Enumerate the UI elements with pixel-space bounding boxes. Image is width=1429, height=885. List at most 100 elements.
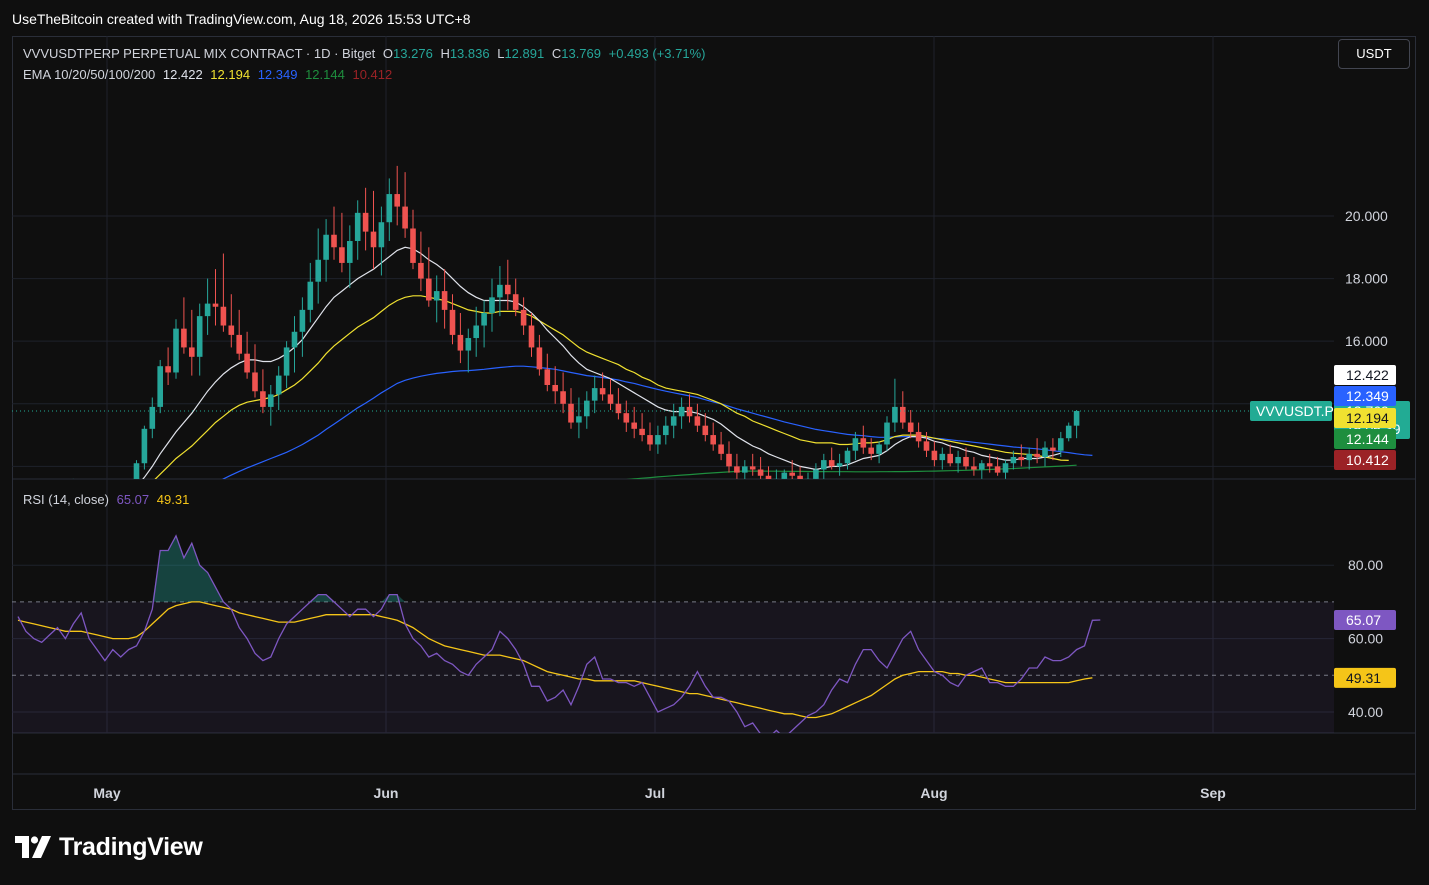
candle bbox=[955, 450, 961, 473]
candle-body bbox=[165, 366, 171, 373]
candle-body bbox=[212, 303, 219, 307]
candle-body bbox=[157, 366, 163, 407]
rsi-tick-label: 60.00 bbox=[1348, 631, 1383, 647]
rsi-pane bbox=[12, 534, 1334, 733]
candle bbox=[307, 262, 314, 323]
candle bbox=[773, 469, 780, 479]
candle-body bbox=[994, 466, 1001, 473]
ema10-badge: 12.422 bbox=[1334, 365, 1396, 385]
candle bbox=[433, 275, 440, 323]
candle bbox=[876, 441, 882, 464]
chart-canvas[interactable]: 20.00018.00016.00014.00080.0060.0040.00M… bbox=[12, 36, 1416, 810]
candle-body bbox=[457, 334, 464, 351]
candle-body bbox=[552, 384, 558, 392]
high-label: H bbox=[440, 46, 450, 61]
candle bbox=[584, 391, 590, 429]
candle bbox=[457, 312, 464, 364]
candle-body bbox=[560, 391, 566, 404]
candle bbox=[481, 300, 487, 348]
candle-body bbox=[915, 431, 922, 442]
candle-body bbox=[781, 472, 788, 479]
candle bbox=[323, 219, 329, 282]
candle bbox=[315, 228, 321, 304]
candle bbox=[939, 447, 946, 470]
ema100-badge-bg bbox=[1334, 429, 1396, 449]
candle bbox=[283, 341, 290, 389]
candle-body bbox=[370, 231, 377, 248]
ema50-badge: 12.349 bbox=[1334, 386, 1396, 406]
candle-body bbox=[236, 334, 242, 354]
low-label: L bbox=[497, 46, 505, 61]
candle bbox=[560, 372, 566, 414]
candle bbox=[489, 278, 495, 332]
candle bbox=[900, 391, 906, 429]
candle-body bbox=[892, 406, 898, 423]
candle-body bbox=[339, 247, 345, 263]
ema100-badge-text: 12.144 bbox=[1346, 431, 1389, 447]
candle-body bbox=[765, 475, 772, 479]
candle-body bbox=[931, 450, 938, 461]
brand-name: TradingView bbox=[59, 832, 203, 861]
candle-body bbox=[813, 469, 819, 479]
candle-body bbox=[536, 347, 543, 370]
candle-body bbox=[623, 413, 630, 423]
candle-body bbox=[584, 400, 590, 417]
candle bbox=[923, 431, 930, 457]
candle-body bbox=[260, 391, 266, 407]
candle-body bbox=[354, 212, 361, 242]
ema50-line bbox=[222, 365, 1093, 479]
candle bbox=[639, 413, 645, 442]
candle-body bbox=[757, 469, 764, 476]
candle bbox=[979, 460, 985, 479]
price-pane bbox=[72, 165, 1093, 479]
candle bbox=[663, 416, 669, 445]
candle bbox=[647, 422, 653, 451]
candle-body bbox=[173, 328, 179, 373]
candle bbox=[915, 422, 922, 448]
high-value: 13.836 bbox=[449, 46, 490, 61]
ema10-value: 12.422 bbox=[162, 67, 203, 82]
currency-button[interactable]: USDT bbox=[1338, 39, 1410, 69]
rsi-line bbox=[17, 534, 1101, 733]
candle bbox=[710, 422, 716, 451]
candle bbox=[1042, 441, 1048, 467]
candle-body bbox=[860, 438, 867, 448]
candle bbox=[441, 269, 448, 329]
candle bbox=[852, 431, 859, 461]
candle bbox=[378, 206, 385, 276]
candle bbox=[204, 278, 211, 335]
candle-body bbox=[149, 406, 156, 429]
candle bbox=[228, 294, 235, 348]
candle-body bbox=[789, 472, 795, 476]
ema10-badge-text: 12.422 bbox=[1346, 367, 1389, 383]
candle bbox=[813, 463, 819, 479]
candle-body bbox=[663, 425, 669, 436]
candle-body bbox=[489, 297, 495, 313]
rsi-ma-badge: 49.31 bbox=[1334, 667, 1396, 688]
candle bbox=[607, 378, 614, 411]
candle bbox=[576, 397, 582, 439]
candle bbox=[686, 394, 693, 423]
candle bbox=[1002, 460, 1009, 479]
candle bbox=[275, 366, 282, 411]
candle bbox=[1073, 410, 1080, 439]
ema200-badge-bg bbox=[1334, 450, 1396, 470]
candle bbox=[362, 187, 369, 251]
ema10-badge-bg bbox=[1334, 365, 1396, 385]
candle bbox=[196, 303, 203, 376]
candle-body bbox=[465, 338, 472, 351]
time-axis-label: Aug bbox=[920, 785, 947, 801]
candle-body bbox=[189, 347, 195, 357]
candle bbox=[789, 460, 795, 479]
symbol-tag: VVVUSDT.P bbox=[1250, 401, 1334, 421]
candle-body bbox=[971, 466, 977, 470]
candle bbox=[402, 172, 408, 238]
candle-body bbox=[1002, 463, 1009, 473]
candle bbox=[331, 206, 337, 260]
candle bbox=[821, 453, 827, 479]
candle-body bbox=[828, 460, 835, 467]
candle bbox=[623, 400, 630, 432]
price-tick-label: 18.000 bbox=[1345, 271, 1388, 287]
candle-body bbox=[607, 394, 614, 404]
time-axis-label: May bbox=[93, 785, 120, 801]
